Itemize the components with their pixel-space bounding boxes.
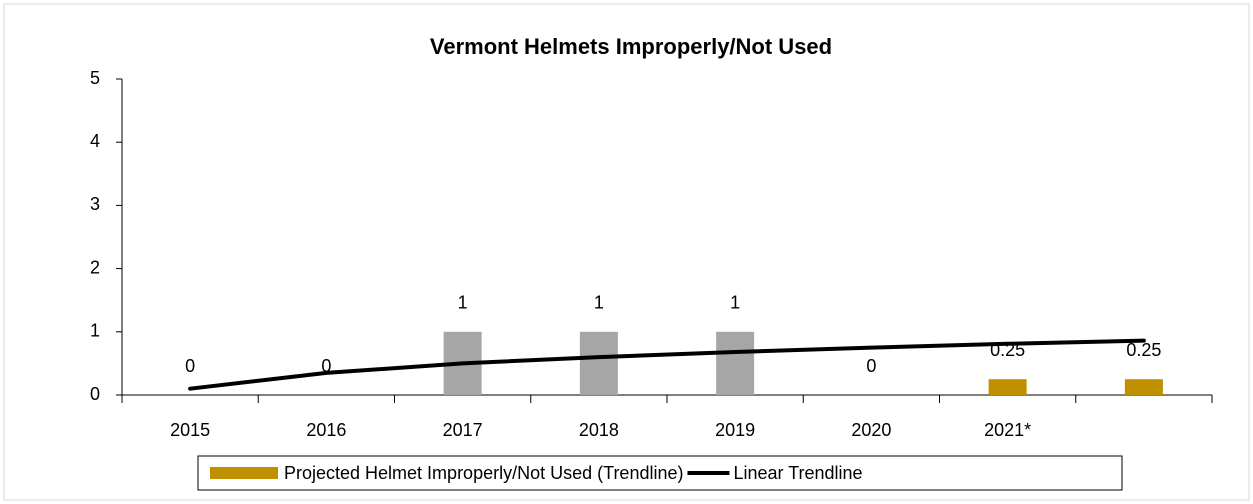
- legend-label: Projected Helmet Improperly/Not Used (Tr…: [284, 463, 683, 483]
- data-label: 1: [730, 293, 740, 313]
- bar: [988, 379, 1027, 395]
- y-tick-label: 1: [90, 321, 100, 341]
- data-label: 1: [594, 293, 604, 313]
- x-tick-label: 2021*: [984, 420, 1031, 440]
- chart-border: [3, 3, 1250, 501]
- bar: [579, 331, 618, 395]
- data-label: 0.25: [1126, 340, 1161, 360]
- data-label: 0: [185, 356, 195, 376]
- bar: [1124, 379, 1163, 395]
- y-tick-label: 2: [90, 257, 100, 277]
- chart-title: Vermont Helmets Improperly/Not Used: [430, 34, 832, 59]
- legend-swatch: [210, 467, 278, 479]
- y-tick-label: 4: [90, 131, 100, 151]
- y-tick-label: 3: [90, 194, 100, 214]
- x-tick-label: 2016: [306, 420, 346, 440]
- trendline: [188, 338, 1146, 391]
- data-label: 0: [321, 356, 331, 376]
- legend-box: [197, 455, 1123, 491]
- y-tick-label: 0: [90, 384, 100, 404]
- y-tick-label: 5: [90, 68, 100, 88]
- x-tick-label: 2015: [170, 420, 210, 440]
- x-tick-label: 2017: [443, 420, 483, 440]
- data-label: 0: [866, 356, 876, 376]
- bar: [716, 331, 755, 395]
- x-tick-label: 2020: [851, 420, 891, 440]
- data-label: 1: [458, 293, 468, 313]
- legend-label: Linear Trendline: [733, 463, 862, 483]
- x-tick-label: 2019: [715, 420, 755, 440]
- x-tick-label: 2018: [579, 420, 619, 440]
